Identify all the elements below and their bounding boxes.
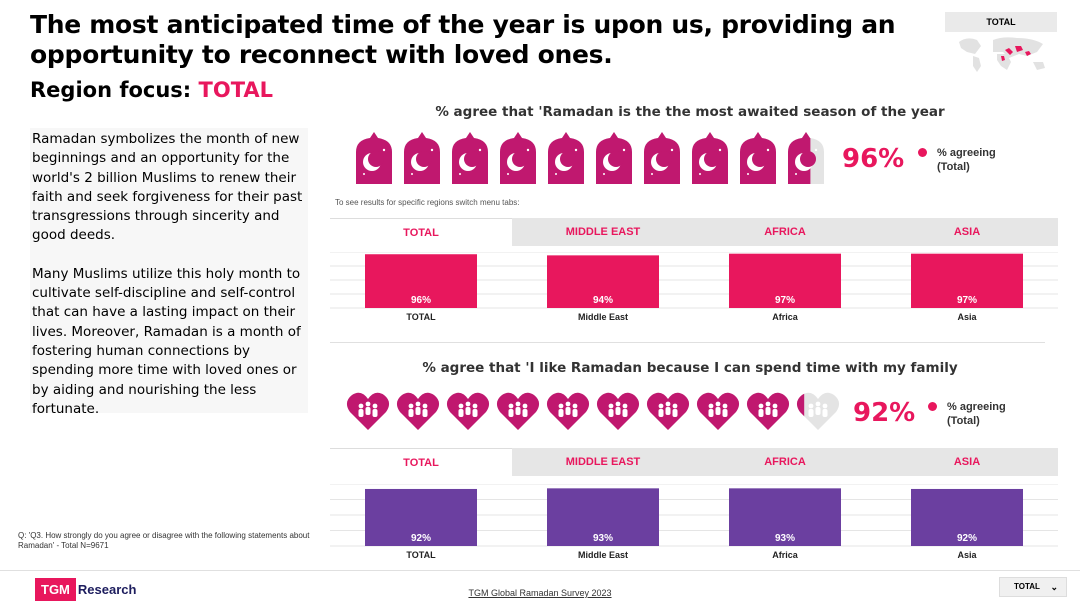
lantern-moon-icon xyxy=(448,130,492,186)
tab-middle-east[interactable]: MIDDLE EAST xyxy=(565,456,641,468)
region-tabs-1: TOTAL MIDDLE EAST AFRICA ASIA xyxy=(330,218,1058,246)
question-1-title: % agree that 'Ramadan is the the most aw… xyxy=(435,104,945,120)
region-focus-label: Region focus: xyxy=(30,78,192,102)
legend-sub: (Total) xyxy=(937,161,970,173)
lantern-icon-row xyxy=(352,130,828,186)
world-map-icon xyxy=(959,37,1045,72)
heart-family-icon xyxy=(495,388,541,434)
question-1-legend: % agreeing (Total) xyxy=(918,146,996,174)
bar-value-label: 96% xyxy=(411,295,431,306)
category-label: TOTAL xyxy=(406,312,436,322)
bar-total xyxy=(365,254,477,308)
bar-chart-2: 92% TOTAL 93% Middle East 93% Africa 92% Asia xyxy=(330,484,1058,564)
region-dropdown[interactable]: TOTAL ⌄ xyxy=(999,577,1067,597)
headline: The most anticipated time of the year is… xyxy=(30,10,896,69)
category-label: Africa xyxy=(772,550,799,560)
heart-family-icon xyxy=(745,388,791,434)
question-2-title: % agree that 'I like Ramadan because I c… xyxy=(422,360,958,376)
question-2-legend: % agreeing (Total) xyxy=(928,400,1006,428)
chevron-down-icon: ⌄ xyxy=(1050,582,1058,592)
lantern-moon-icon xyxy=(640,130,684,186)
section-divider xyxy=(330,342,1045,343)
tab-asia[interactable]: ASIA xyxy=(953,226,981,238)
lantern-moon-icon xyxy=(592,130,636,186)
heart-family-icon xyxy=(545,388,591,434)
category-label: TOTAL xyxy=(406,550,436,560)
bar-asia xyxy=(911,253,1023,308)
bar-value-label: 93% xyxy=(775,533,795,544)
heart-icon-row xyxy=(345,388,841,434)
category-label: Asia xyxy=(957,312,977,322)
intro-paragraph-1: Ramadan symbolizes the month of new begi… xyxy=(32,131,303,244)
tab-total[interactable]: TOTAL xyxy=(330,448,512,476)
heart-family-icon xyxy=(795,388,841,434)
intro-paragraph-2: Many Muslims utilize this holy month to … xyxy=(32,265,301,417)
category-label: Africa xyxy=(772,312,799,322)
footnote: Q: 'Q3. How strongly do you agree or dis… xyxy=(18,531,310,550)
lantern-moon-icon xyxy=(400,130,444,186)
intro-text: Ramadan symbolizes the month of new begi… xyxy=(30,128,308,417)
bar-value-label: 97% xyxy=(957,295,977,306)
region-badge: TOTAL xyxy=(945,12,1057,32)
source-link[interactable]: TGM Global Ramadan Survey 2023 xyxy=(468,588,612,598)
category-label: Middle East xyxy=(578,312,628,322)
dropdown-value: TOTAL xyxy=(1014,582,1040,591)
question-2-big-value: 92% xyxy=(853,398,916,428)
lantern-moon-icon xyxy=(688,130,732,186)
tgm-logo[interactable]: TGM Research xyxy=(35,577,137,601)
bar-value-label: 94% xyxy=(593,295,613,306)
legend-dot xyxy=(928,402,937,411)
bar-africa xyxy=(729,253,841,308)
heart-family-icon xyxy=(695,388,741,434)
heart-family-icon xyxy=(395,388,441,434)
heart-family-icon xyxy=(645,388,691,434)
question-1-big-value: 96% xyxy=(842,144,905,174)
tab-hint: To see results for specific regions swit… xyxy=(335,198,520,207)
bar-chart-2-svg: 92% TOTAL 93% Middle East 93% Africa 92% Asia xyxy=(330,484,1058,560)
region-focus-value: TOTAL xyxy=(198,78,274,102)
tab-asia[interactable]: ASIA xyxy=(953,456,981,468)
tab-middle-east[interactable]: MIDDLE EAST xyxy=(565,226,641,238)
logo-research: Research xyxy=(77,581,137,597)
heart-family-icon xyxy=(345,388,391,434)
legend-label: % agreeing xyxy=(937,147,996,159)
bar-middle-east xyxy=(547,255,659,308)
lantern-moon-icon xyxy=(352,130,396,186)
logo-tgm: TGM xyxy=(35,577,76,601)
lantern-moon-icon xyxy=(736,130,780,186)
footer-divider xyxy=(0,570,1080,571)
bar-value-label: 93% xyxy=(593,533,613,544)
category-label: Asia xyxy=(957,550,977,560)
legend-sub: (Total) xyxy=(947,415,980,427)
bar-middle-east xyxy=(547,488,659,546)
region-mini-map[interactable]: TOTAL xyxy=(945,12,1057,74)
heart-family-icon xyxy=(595,388,641,434)
bar-chart-1-svg: 96% TOTAL 94% Middle East 97% Africa 97% Asia xyxy=(330,252,1058,322)
bar-chart-1: 96% TOTAL 94% Middle East 97% Africa 97% Asia xyxy=(330,252,1058,326)
tab-africa[interactable]: AFRICA xyxy=(764,226,806,238)
tab-total[interactable]: TOTAL xyxy=(330,218,512,246)
region-tabs-2: TOTAL MIDDLE EAST AFRICA ASIA xyxy=(330,448,1058,476)
lantern-moon-icon xyxy=(496,130,540,186)
lantern-moon-icon xyxy=(784,130,828,186)
bar-africa xyxy=(729,488,841,546)
category-label: Middle East xyxy=(578,550,628,560)
bar-asia xyxy=(911,488,1023,546)
tab-africa[interactable]: AFRICA xyxy=(764,456,806,468)
bar-value-label: 92% xyxy=(411,533,431,544)
bar-value-label: 92% xyxy=(957,533,977,544)
lantern-moon-icon xyxy=(544,130,588,186)
bar-total xyxy=(365,488,477,546)
bar-value-label: 97% xyxy=(775,295,795,306)
heart-family-icon xyxy=(445,388,491,434)
legend-dot xyxy=(918,148,927,157)
region-focus: Region focus: TOTAL xyxy=(30,78,273,102)
legend-label: % agreeing xyxy=(947,401,1006,413)
